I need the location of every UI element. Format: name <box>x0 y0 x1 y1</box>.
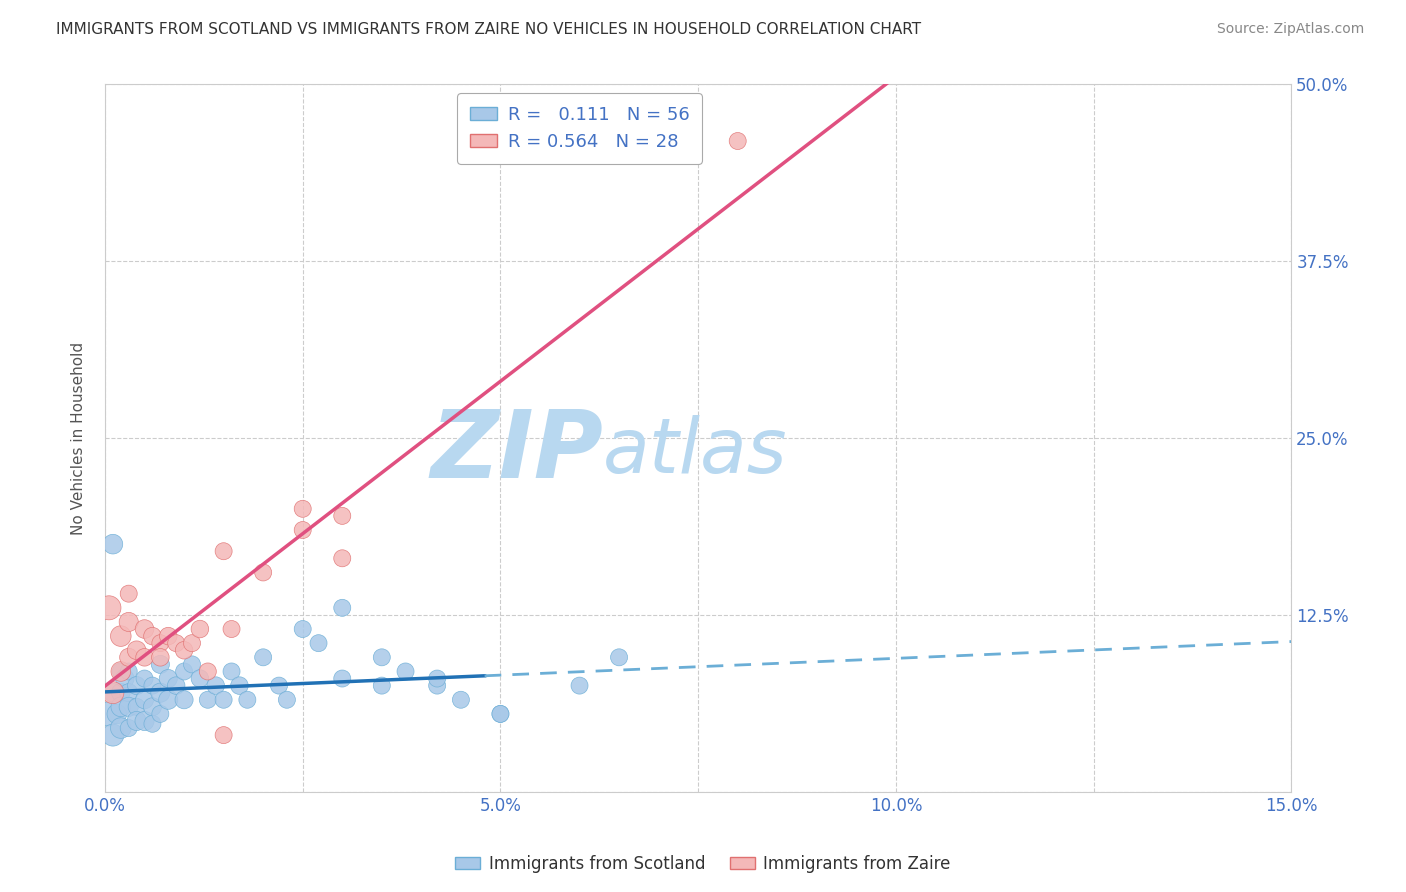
Point <box>134 672 156 686</box>
Point <box>110 686 132 700</box>
Point <box>212 728 235 742</box>
Point <box>173 643 195 657</box>
Legend: Immigrants from Scotland, Immigrants from Zaire: Immigrants from Scotland, Immigrants fro… <box>449 848 957 880</box>
Point <box>149 636 172 650</box>
Text: Source: ZipAtlas.com: Source: ZipAtlas.com <box>1216 22 1364 37</box>
Point <box>101 686 124 700</box>
Point <box>426 672 449 686</box>
Point <box>181 636 204 650</box>
Point <box>110 629 132 643</box>
Point <box>134 622 156 636</box>
Point <box>141 699 163 714</box>
Point <box>114 672 136 686</box>
Point <box>101 728 124 742</box>
Point <box>157 629 180 643</box>
Point <box>149 650 172 665</box>
Point <box>236 692 259 706</box>
Point <box>118 587 141 601</box>
Legend: R =   0.111   N = 56, R = 0.564   N = 28: R = 0.111 N = 56, R = 0.564 N = 28 <box>457 94 702 164</box>
Point <box>165 679 187 693</box>
Point <box>330 508 353 523</box>
Point <box>141 629 163 643</box>
Point <box>308 636 330 650</box>
Point <box>267 679 290 693</box>
Point <box>118 615 141 629</box>
Point <box>110 665 132 679</box>
Point <box>489 706 512 721</box>
Text: IMMIGRANTS FROM SCOTLAND VS IMMIGRANTS FROM ZAIRE NO VEHICLES IN HOUSEHOLD CORRE: IMMIGRANTS FROM SCOTLAND VS IMMIGRANTS F… <box>56 22 921 37</box>
Point <box>212 544 235 558</box>
Point <box>101 686 124 700</box>
Point <box>291 622 314 636</box>
Point <box>125 679 148 693</box>
Point <box>118 699 141 714</box>
Point <box>141 679 163 693</box>
Text: ZIP: ZIP <box>430 406 603 499</box>
Point <box>371 650 394 665</box>
Point <box>110 665 132 679</box>
Point <box>394 665 416 679</box>
Point <box>330 672 353 686</box>
Point <box>118 686 141 700</box>
Point <box>97 600 120 615</box>
Point <box>105 706 128 721</box>
Point <box>110 721 132 735</box>
Point <box>181 657 204 672</box>
Point <box>607 650 630 665</box>
Point <box>149 657 172 672</box>
Point <box>291 523 314 537</box>
Point <box>173 692 195 706</box>
Point <box>125 714 148 728</box>
Point <box>228 679 250 693</box>
Point <box>252 650 274 665</box>
Point <box>371 679 394 693</box>
Point <box>141 716 163 731</box>
Point <box>149 686 172 700</box>
Point <box>221 622 243 636</box>
Point <box>188 622 211 636</box>
Point <box>330 551 353 566</box>
Point <box>489 706 512 721</box>
Point <box>727 134 749 148</box>
Y-axis label: No Vehicles in Household: No Vehicles in Household <box>72 342 86 534</box>
Point <box>197 665 219 679</box>
Point <box>568 679 591 693</box>
Point <box>173 665 195 679</box>
Point <box>134 650 156 665</box>
Point <box>97 706 120 721</box>
Point <box>157 672 180 686</box>
Point <box>291 501 314 516</box>
Point <box>221 665 243 679</box>
Point <box>110 699 132 714</box>
Point <box>212 692 235 706</box>
Point <box>204 679 226 693</box>
Point <box>188 672 211 686</box>
Point <box>276 692 298 706</box>
Point <box>125 699 148 714</box>
Point <box>125 643 148 657</box>
Point <box>252 566 274 580</box>
Point <box>134 692 156 706</box>
Point <box>118 650 141 665</box>
Point <box>118 665 141 679</box>
Point <box>165 636 187 650</box>
Point <box>330 600 353 615</box>
Text: atlas: atlas <box>603 415 787 489</box>
Point <box>134 714 156 728</box>
Point <box>118 721 141 735</box>
Point <box>149 706 172 721</box>
Point <box>426 679 449 693</box>
Point <box>101 537 124 551</box>
Point <box>450 692 472 706</box>
Point <box>157 692 180 706</box>
Point <box>197 692 219 706</box>
